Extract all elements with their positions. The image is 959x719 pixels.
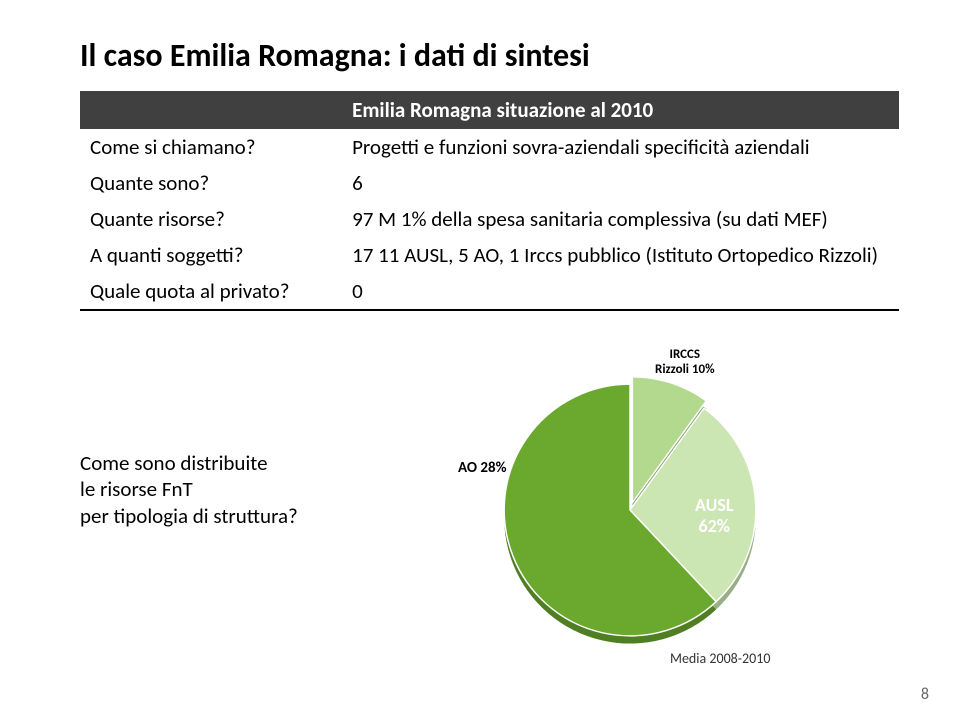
pie-slice-label: IRCCSRizzoli 10%	[655, 348, 715, 378]
chart-caption: Come sono distribuite le risorse FnT per…	[80, 450, 298, 529]
pie-chart-area: Come sono distribuite le risorse FnT per…	[80, 350, 880, 670]
page-number: 8	[921, 685, 929, 704]
table-row-question: Quante sono?	[80, 165, 342, 201]
table-row-answer: 97 M 1% della spesa sanitaria complessiv…	[342, 201, 899, 237]
pie-slice-label: AUSL62%	[695, 495, 733, 536]
table-header-situation: Emilia Romagna situazione al 2010	[342, 91, 899, 129]
pie-chart: IRCCSRizzoli 10%AO 28%AUSL62%	[480, 360, 780, 660]
table-row-answer: 6	[342, 165, 899, 201]
table-header-blank	[80, 91, 342, 129]
data-table: Emilia Romagna situazione al 2010 Come s…	[80, 91, 899, 311]
chart-caption-line3: per tipologia di struttura?	[80, 503, 298, 529]
table-row-question: Quale quota al privato?	[80, 273, 342, 310]
table-row-question: Come si chiamano?	[80, 129, 342, 165]
page-title: Il caso Emilia Romagna: i dati di sintes…	[80, 36, 899, 75]
table-row-answer: 17 11 AUSL, 5 AO, 1 Irccs pubblico (Isti…	[342, 237, 899, 273]
pie-slice-label: AO 28%	[458, 460, 507, 477]
chart-footer-note: Media 2008-2010	[670, 650, 770, 667]
chart-caption-line2: le risorse FnT	[80, 476, 193, 502]
table-row-question: Quante risorse?	[80, 201, 342, 237]
table-row-question: A quanti soggetti?	[80, 237, 342, 273]
chart-caption-line1: Come sono distribuite	[80, 450, 268, 476]
table-row-answer: 0	[342, 273, 899, 310]
table-row-answer: Progetti e funzioni sovra-aziendali spec…	[342, 129, 899, 165]
